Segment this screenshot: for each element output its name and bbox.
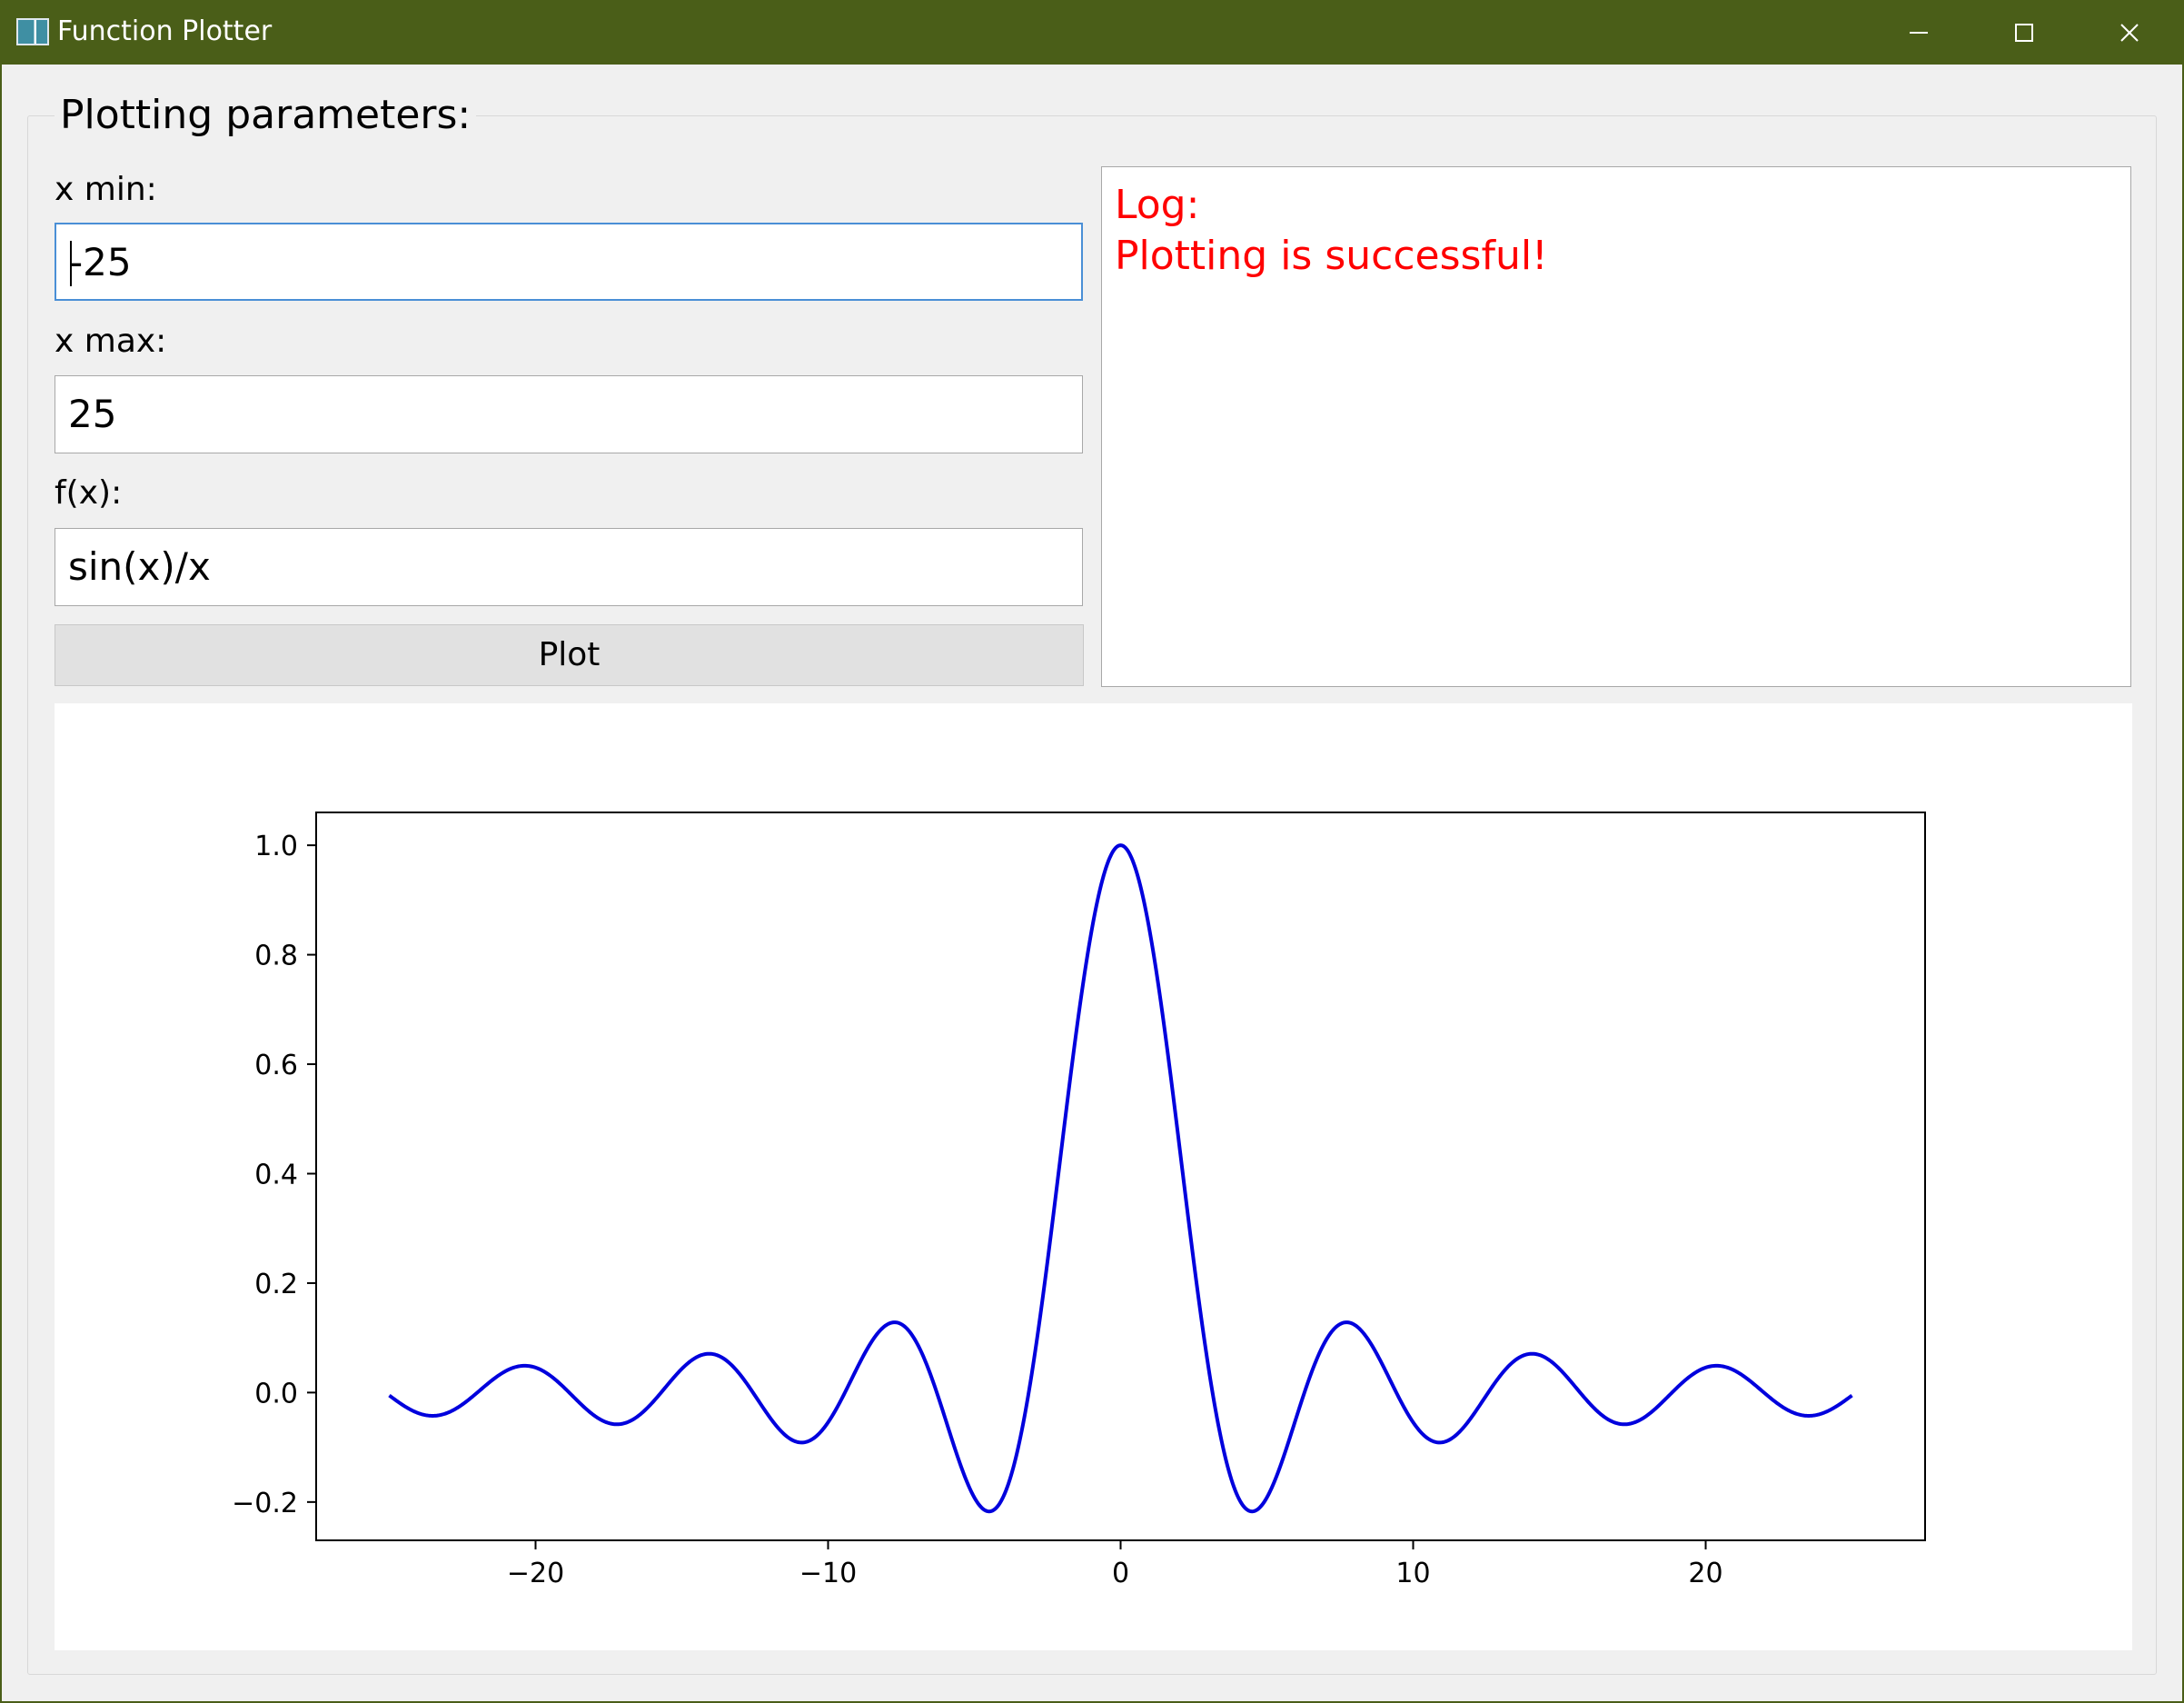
y-tick-label: 0.2 — [254, 1269, 298, 1300]
close-button[interactable] — [2077, 0, 2182, 65]
xmin-label: x min: — [55, 171, 157, 208]
plot-canvas: −20 −10 0 10 20 −0.2 0.0 0.2 0.4 0.6 0.8 1.0 — [55, 703, 2132, 1650]
x-tick-label: 0 — [1112, 1558, 1129, 1589]
xmin-value: -25 — [69, 240, 132, 284]
text-caret — [70, 241, 72, 286]
app-icon — [16, 18, 49, 45]
y-tick-label: 0.6 — [254, 1050, 298, 1081]
log-message: Plotting is successful! — [1115, 233, 1548, 279]
xmin-input[interactable]: -25 — [55, 223, 1083, 301]
x-tick-label: −20 — [507, 1558, 564, 1589]
title-bar[interactable]: Function Plotter — [0, 0, 2184, 65]
plot-button[interactable]: Plot — [55, 624, 1084, 686]
y-tick-label: 0.4 — [254, 1159, 298, 1190]
x-tick-label: 20 — [1688, 1558, 1722, 1589]
client-area: Plotting parameters: x min: -25 x max: 2… — [2, 65, 2182, 1701]
plotting-parameters-group — [27, 115, 2157, 1675]
maximize-button[interactable] — [1971, 0, 2077, 65]
y-tick-label: 1.0 — [254, 831, 298, 862]
axes-frame — [315, 812, 1926, 1541]
series-line — [388, 843, 1853, 1514]
log-title: Log: — [1115, 182, 1200, 228]
xmax-label: x max: — [55, 323, 167, 360]
fx-label: f(x): — [55, 474, 123, 512]
y-tick-label: 0.8 — [254, 941, 298, 972]
x-tick-label: 10 — [1395, 1558, 1430, 1589]
y-tick-label: −0.2 — [232, 1488, 298, 1519]
window-title: Function Plotter — [57, 15, 273, 47]
close-icon — [2120, 23, 2139, 42]
group-title: Plotting parameters: — [55, 90, 477, 141]
fx-input[interactable]: sin(x)/x — [55, 528, 1083, 606]
minimize-button[interactable] — [1866, 0, 1971, 65]
maximize-icon — [2015, 23, 2033, 42]
fx-value: sin(x)/x — [68, 544, 211, 589]
y-tick-label: 0.0 — [254, 1378, 298, 1409]
sinc-chart: −20 −10 0 10 20 −0.2 0.0 0.2 0.4 0.6 0.8 1.0 — [232, 812, 1926, 1589]
x-tick-label: −10 — [799, 1558, 857, 1589]
log-textbox[interactable]: Log: Plotting is successful! — [1101, 166, 2131, 687]
minimize-icon — [1910, 31, 1928, 34]
xmax-value: 25 — [68, 392, 117, 436]
xmax-input[interactable]: 25 — [55, 375, 1083, 453]
